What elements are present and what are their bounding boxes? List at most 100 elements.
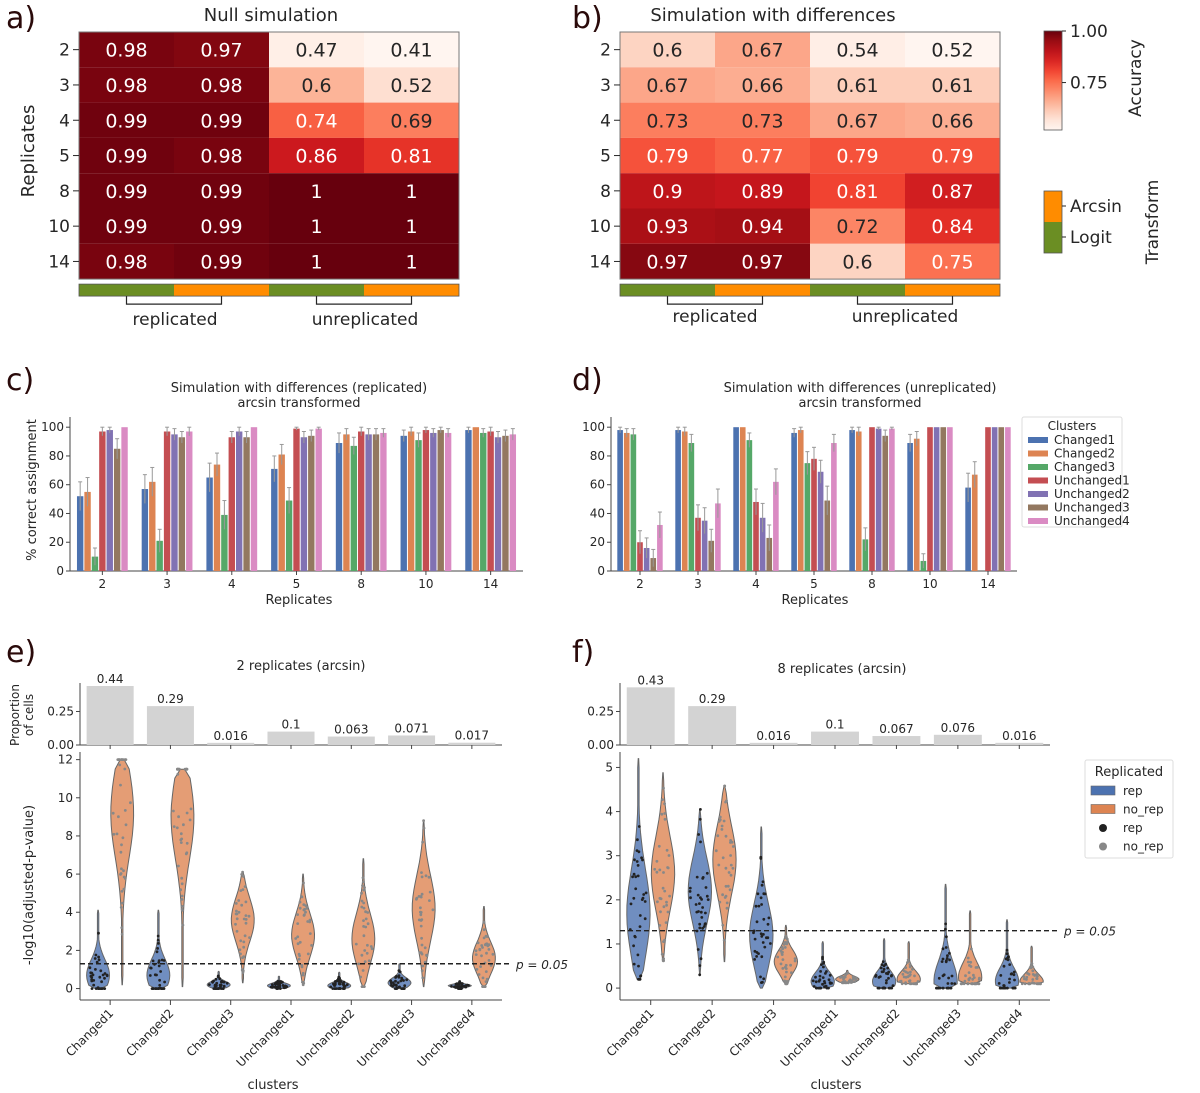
point-rep <box>759 932 763 936</box>
point-no-rep <box>175 826 179 830</box>
y-tick-label: 2 <box>600 41 611 61</box>
point-no-rep <box>667 854 671 857</box>
y-tick-label: 10 <box>48 217 70 237</box>
legend-swatch <box>1090 785 1116 796</box>
bar <box>733 427 739 571</box>
transform-strip-cell <box>364 284 459 297</box>
x-tick-label: 4 <box>228 577 236 591</box>
heatmap-cell-label: 0.98 <box>200 75 242 97</box>
violin-e-title: 2 replicates (arcsin) <box>237 659 366 674</box>
point-no-rep <box>243 934 247 938</box>
bar <box>933 427 940 571</box>
point-rep <box>821 976 825 979</box>
point-rep <box>93 957 97 960</box>
point-rep <box>694 903 698 906</box>
point-no-rep <box>660 812 664 816</box>
point-no-rep <box>242 875 246 878</box>
point-no-rep <box>115 832 119 836</box>
point-rep <box>701 926 704 930</box>
point-rep <box>148 974 152 977</box>
point-rep <box>222 984 226 988</box>
point-no-rep <box>417 895 421 898</box>
x-tick-label: 8 <box>868 577 876 591</box>
point-rep <box>100 980 103 984</box>
heatmap-cell-label: 0.98 <box>105 75 147 97</box>
point-rep <box>397 969 401 972</box>
point-no-rep <box>123 877 127 880</box>
point-no-rep <box>118 763 122 767</box>
heatmap-cell-label: 0.81 <box>836 181 878 203</box>
point-rep <box>467 984 470 987</box>
bar <box>791 432 797 571</box>
point-rep <box>700 916 704 919</box>
point-no-rep <box>300 965 304 969</box>
point-no-rep <box>364 910 367 914</box>
heatmap-cell <box>810 67 905 103</box>
point-no-rep <box>666 910 670 914</box>
point-no-rep <box>301 973 305 977</box>
point-no-rep <box>853 980 856 983</box>
point-rep <box>704 886 708 889</box>
point-rep <box>698 922 702 926</box>
y-tick-label: 40 <box>49 506 64 520</box>
point-rep <box>278 985 282 988</box>
point-no-rep <box>779 962 783 966</box>
point-no-rep <box>908 963 912 966</box>
transform-legend: Arcsin Logit <box>1043 190 1122 254</box>
point-rep <box>152 987 155 990</box>
bar <box>141 489 149 571</box>
violin-no-rep <box>957 910 983 985</box>
point-no-rep <box>661 798 664 801</box>
accuracy-colorbar: 1.00 0.75 <box>1043 22 1108 131</box>
point-no-rep <box>662 786 665 790</box>
heatmap-cell-label: 0.99 <box>200 216 242 238</box>
point-rep <box>636 953 640 957</box>
point-rep <box>94 987 98 990</box>
point-no-rep <box>120 843 123 847</box>
bar <box>84 491 91 571</box>
violin-e-xlabel: clusters <box>248 1078 299 1093</box>
threshold-label: p = 0.05 <box>1063 925 1116 939</box>
point-no-rep <box>913 974 916 978</box>
point-no-rep <box>977 982 981 986</box>
point-no-rep <box>129 801 132 805</box>
point-no-rep <box>179 888 183 892</box>
bar <box>308 435 315 571</box>
group-bracket <box>315 296 413 305</box>
proportion-bar <box>388 735 436 745</box>
heatmap-cell <box>620 173 715 209</box>
point-no-rep <box>239 889 243 892</box>
point-rep <box>159 970 163 973</box>
point-no-rep <box>248 936 251 939</box>
heatmap-cell <box>810 102 905 138</box>
point-rep <box>157 961 161 964</box>
point-rep <box>948 958 951 962</box>
point-rep <box>879 966 883 970</box>
proportion-bar <box>207 742 255 745</box>
point-rep <box>271 985 274 988</box>
point-rep <box>103 976 106 980</box>
point-rep <box>753 937 757 941</box>
y-tick-label: 4 <box>605 805 613 819</box>
point-rep <box>216 975 220 979</box>
point-no-rep <box>840 975 844 979</box>
point-rep <box>818 978 822 982</box>
point-rep <box>157 987 161 990</box>
bar <box>365 434 372 571</box>
point-no-rep <box>427 875 431 879</box>
point-no-rep <box>491 952 495 956</box>
y-tick-label: 4 <box>59 111 70 131</box>
point-rep <box>105 973 109 977</box>
point-no-rep <box>360 953 364 957</box>
point-no-rep <box>364 917 368 921</box>
bar <box>623 432 630 571</box>
point-no-rep <box>124 823 128 827</box>
point-no-rep <box>1031 981 1034 985</box>
bar <box>882 435 889 571</box>
point-no-rep <box>180 882 184 886</box>
violin-chart-8-replicates: 8 replicates (arcsin) clusters 0.00 0.25 0… <box>587 662 1174 1093</box>
point-no-rep <box>793 959 797 963</box>
legend-frame <box>1021 416 1123 528</box>
bar <box>430 432 437 571</box>
point-no-rep <box>846 981 850 985</box>
